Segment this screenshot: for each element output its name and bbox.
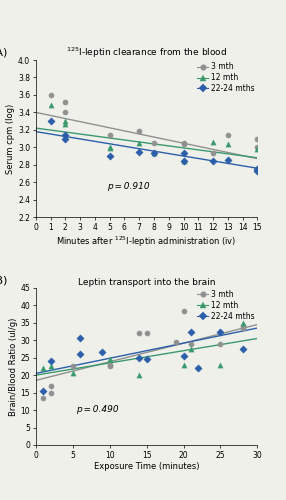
- Point: [211, 138, 215, 146]
- Point: [48, 362, 53, 370]
- Point: [181, 140, 186, 148]
- Point: [211, 158, 215, 166]
- Point: [137, 148, 142, 156]
- Legend: 3 mth, 12 mth, 22-24 mths: 3 mth, 12 mth, 22-24 mths: [196, 290, 256, 322]
- Point: [255, 167, 260, 175]
- Point: [137, 371, 142, 379]
- Point: [181, 150, 186, 158]
- Point: [181, 158, 186, 166]
- Point: [181, 158, 186, 166]
- Point: [63, 134, 67, 142]
- Point: [226, 140, 230, 148]
- Point: [63, 98, 67, 106]
- Point: [48, 388, 53, 396]
- Point: [107, 144, 112, 152]
- Point: [152, 150, 156, 158]
- Point: [189, 328, 193, 336]
- Text: (A): (A): [0, 48, 8, 58]
- Point: [78, 350, 82, 358]
- Point: [41, 387, 45, 395]
- Point: [63, 131, 67, 139]
- Point: [226, 156, 230, 164]
- Point: [107, 131, 112, 139]
- Point: [107, 144, 112, 152]
- Text: p = 0.910: p = 0.910: [107, 182, 149, 191]
- Point: [48, 102, 53, 110]
- Title: $^{125}$I-leptin clearance from the blood: $^{125}$I-leptin clearance from the bloo…: [66, 46, 227, 60]
- Text: p = 0.490: p = 0.490: [76, 405, 119, 414]
- Point: [100, 348, 105, 356]
- X-axis label: Exposure Time (minutes): Exposure Time (minutes): [94, 462, 199, 471]
- Point: [218, 328, 223, 336]
- Point: [63, 108, 67, 116]
- Point: [144, 330, 149, 338]
- Title: Leptin transport into the brain: Leptin transport into the brain: [78, 278, 215, 287]
- Point: [255, 165, 260, 173]
- Point: [70, 362, 75, 370]
- Point: [63, 117, 67, 125]
- Point: [226, 131, 230, 139]
- Point: [48, 357, 53, 365]
- Point: [181, 360, 186, 368]
- Point: [181, 306, 186, 314]
- Point: [189, 340, 193, 347]
- Point: [48, 91, 53, 99]
- Point: [211, 148, 215, 156]
- Point: [48, 117, 53, 125]
- Point: [107, 152, 112, 160]
- Point: [63, 120, 67, 128]
- Y-axis label: Serum cpm (log): Serum cpm (log): [6, 104, 15, 174]
- Text: (B): (B): [0, 276, 8, 285]
- Point: [144, 356, 149, 364]
- Point: [240, 322, 245, 330]
- Legend: 3 mth, 12 mth, 22-24 mths: 3 mth, 12 mth, 22-24 mths: [196, 62, 256, 94]
- Point: [152, 139, 156, 147]
- Point: [174, 338, 178, 346]
- Point: [137, 330, 142, 338]
- Point: [240, 319, 245, 327]
- Point: [240, 345, 245, 353]
- Point: [181, 139, 186, 147]
- Point: [218, 340, 223, 347]
- Point: [137, 354, 142, 362]
- Point: [137, 139, 142, 147]
- Point: [137, 126, 142, 134]
- Point: [107, 362, 112, 370]
- Point: [255, 144, 260, 152]
- Point: [107, 360, 112, 368]
- Point: [189, 345, 193, 353]
- X-axis label: Minutes after $^{125}$I-leptin administration (iv): Minutes after $^{125}$I-leptin administr…: [56, 234, 237, 249]
- Y-axis label: Brain/Blood Ratio (ul/g): Brain/Blood Ratio (ul/g): [9, 317, 18, 416]
- Point: [78, 334, 82, 342]
- Point: [196, 364, 200, 372]
- Point: [152, 150, 156, 158]
- Point: [255, 145, 260, 153]
- Point: [41, 364, 45, 372]
- Point: [181, 352, 186, 360]
- Point: [48, 382, 53, 390]
- Point: [70, 370, 75, 378]
- Point: [218, 360, 223, 368]
- Point: [255, 136, 260, 143]
- Point: [240, 324, 245, 332]
- Point: [41, 394, 45, 402]
- Point: [107, 356, 112, 364]
